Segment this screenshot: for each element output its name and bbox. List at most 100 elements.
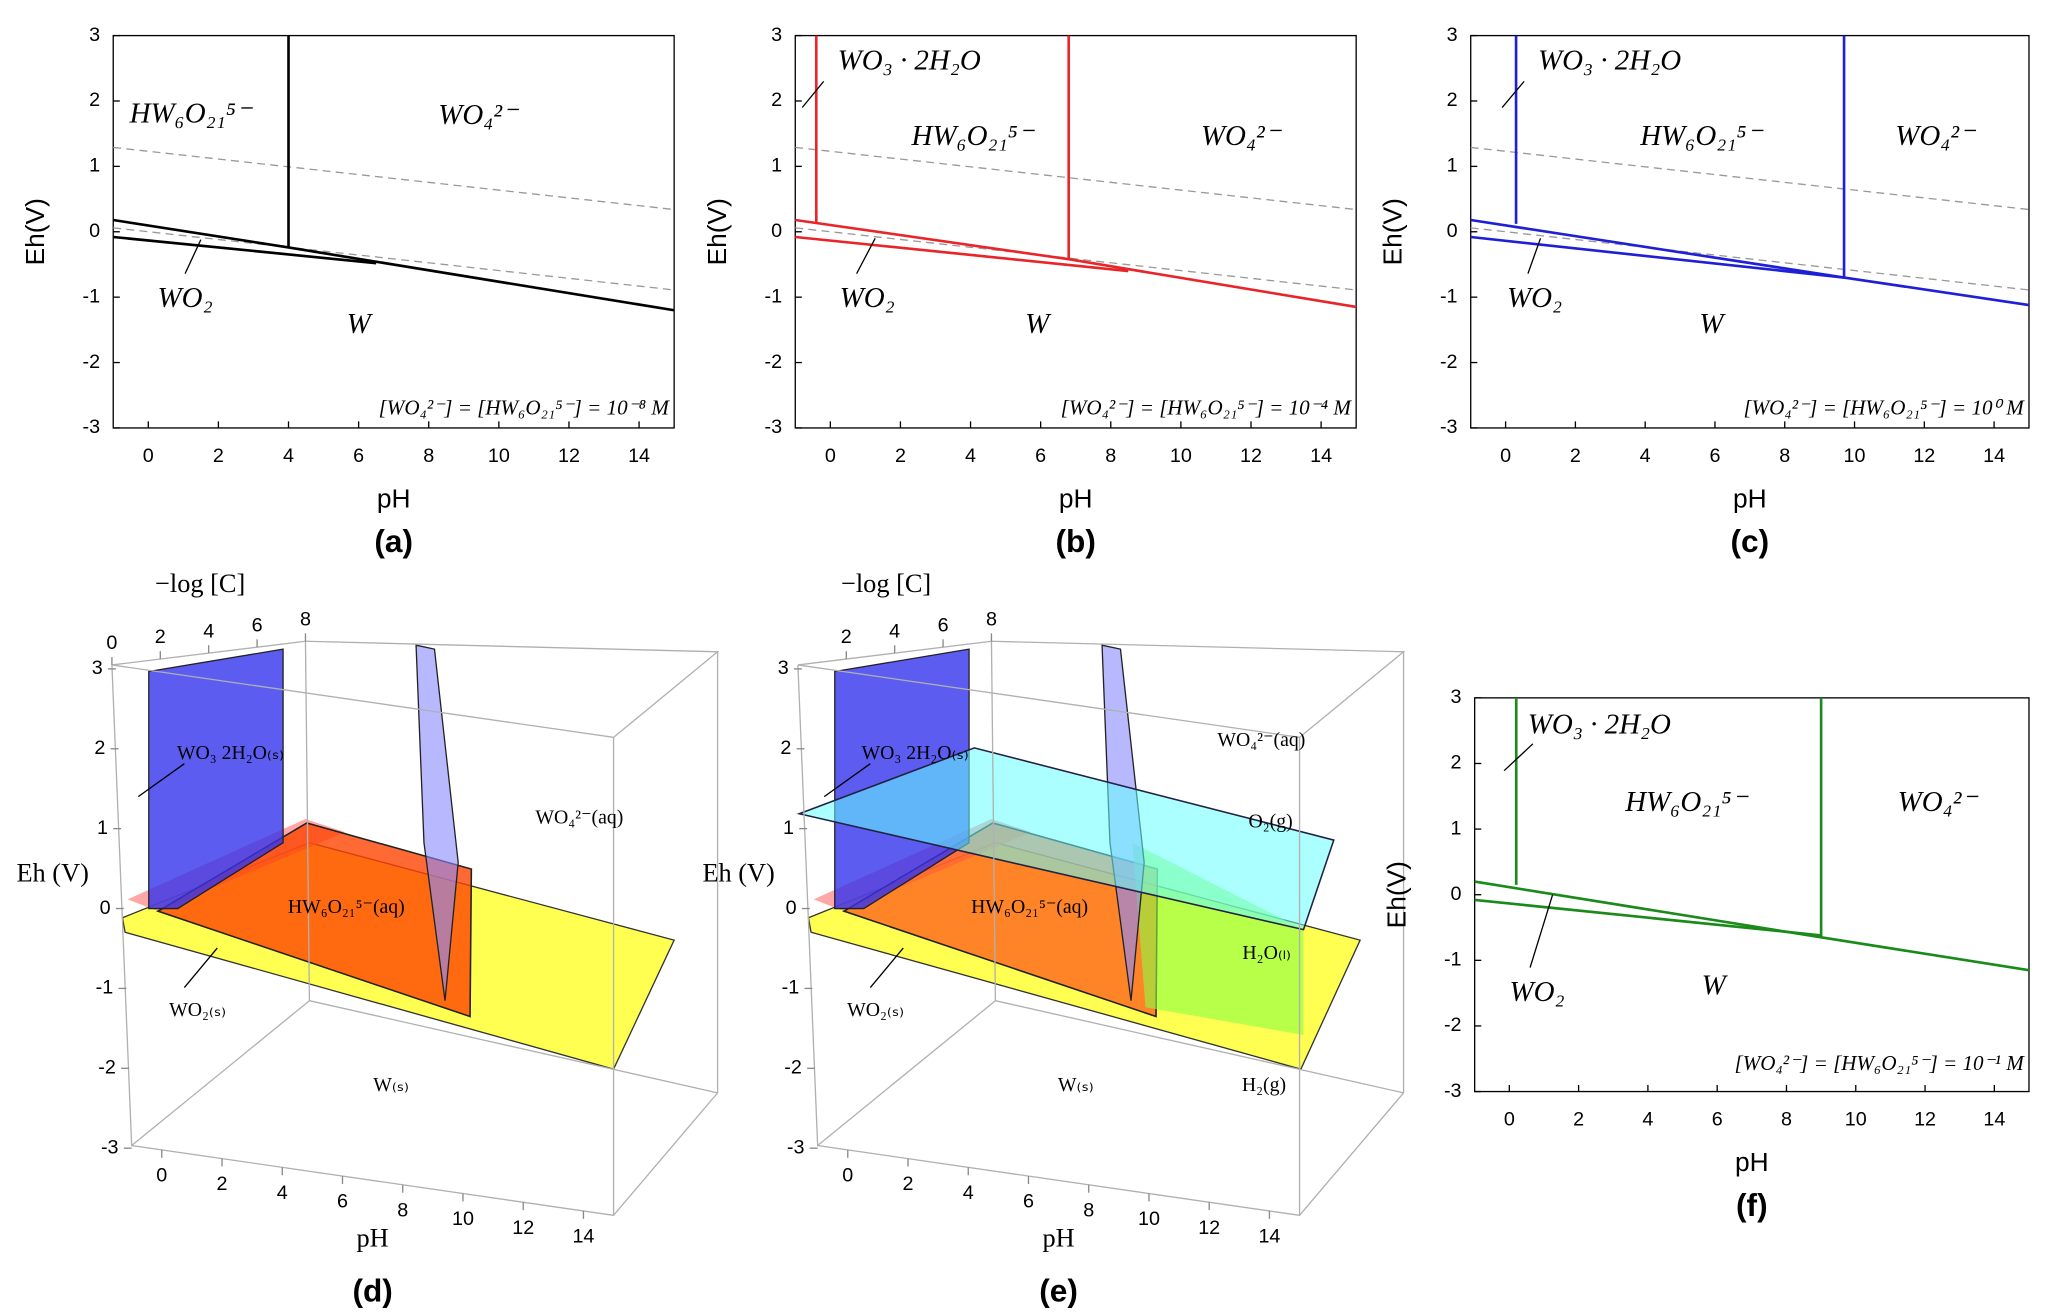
x-tick-label: 0 [1500,445,1511,467]
leader [183,947,218,988]
x-axis-label: pH [377,483,411,513]
panel-label: (e) [1039,1272,1078,1308]
c-axis-label: −log [C] [841,569,931,598]
x-tick-label: 4 [965,445,976,467]
x-tick-label: 4 [963,1182,974,1204]
leader [1529,894,1554,968]
concentration-note: [WO₄²⁻] = [HW₆O₂₁⁵⁻] = 10⁰ M [1743,395,2025,419]
x-axis-label: pH [357,1223,389,1252]
x-tick-label: 8 [1083,1199,1094,1221]
y-axis-label: Eh(V) [702,198,732,265]
region-label: WO₄²⁻ [1895,120,1977,152]
boundary-line [1470,235,1845,279]
x-tick-label: 14 [628,445,650,467]
x-tick-label: 8 [397,1199,408,1221]
region-label: WO₃ · 2H₂O [838,45,981,77]
x-axis-label: pH [1059,483,1093,513]
y-tick-label: 3 [1451,686,1462,708]
region-label: WO₄²⁻ [438,99,520,131]
water-line [795,227,1357,291]
plane-wo3 [148,648,284,910]
species-label: HW₆O₂₁⁵⁻(aq) [971,896,1088,918]
panel-label: (c) [1731,523,1770,559]
x-tick-label: 12 [1240,445,1262,467]
panel-3d [796,640,1406,1217]
box-edge [309,1000,718,1094]
c-tick-label: 4 [889,620,900,642]
region-label: WO₂ [1509,976,1564,1008]
species-label: WO₄²⁻(aq) [1217,729,1305,751]
species-label: HW₆O₂₁⁵⁻(aq) [288,896,405,918]
boundary-line [113,235,377,265]
panel-label: (b) [1056,523,1096,559]
c-tick-label: 8 [986,608,997,630]
x-tick-label: 2 [903,1173,914,1195]
region-label: WO₃ · 2H₂O [1538,45,1681,77]
y-tick-label: 0 [771,220,782,242]
water-line [1470,146,2030,211]
concentration-note: [WO₄²⁻] = [HW₆O₂₁⁵⁻] = 10⁻¹ M [1735,1051,2026,1075]
concentration-note: [WO₄²⁻] = [HW₆O₂₁⁵⁻] = 10⁻⁴ M [1061,395,1353,419]
species-label: W₍ₛ₎ [373,1074,409,1096]
leader [869,947,904,988]
z-axis-label: Eh (V) [16,859,88,888]
x-tick-label: 4 [1642,1109,1653,1131]
y-tick-label: 1 [89,155,100,177]
y-tick-label: 2 [1451,752,1462,774]
x-tick-label: 2 [895,445,906,467]
x-tick-label: 12 [1198,1217,1220,1239]
region-label: HW₆O₂₁⁵⁻ [1639,120,1764,152]
x-tick-label: 12 [1914,1109,1936,1131]
panel-label: (a) [374,523,413,559]
y-tick-label: 3 [771,24,782,46]
x-tick-label: 2 [1570,445,1581,467]
region-label: W [1702,970,1729,1002]
leader [137,763,185,798]
water-line [795,146,1357,211]
z-tick-label: 3 [778,657,789,679]
y-tick-label: -1 [1444,949,1462,971]
x-tick-label: 10 [1844,445,1866,467]
x-tick-label: 2 [213,445,224,467]
x-axis-label: pH [1043,1223,1075,1252]
y-tick-label: 1 [1447,155,1458,177]
water-line [113,227,675,291]
y-tick-label: 1 [771,155,782,177]
panel-label: (f) [1736,1187,1768,1223]
leader [184,239,202,274]
y-tick-label: -3 [1440,416,1458,438]
y-tick-label: -1 [765,285,783,307]
x-tick-label: 4 [277,1182,288,1204]
z-axis-label: Eh (V) [702,859,774,888]
x-tick-label: 6 [1035,445,1046,467]
x-tick-label: 4 [283,445,294,467]
x-tick-label: 6 [1709,445,1720,467]
z-tick-label: -1 [782,977,800,999]
boundary-line [1474,880,2030,972]
region-label: HW₆O₂₁⁵⁻ [129,98,254,130]
box-edge [131,641,311,1147]
leader [856,238,876,274]
z-tick-label: -2 [784,1057,802,1079]
x-tick-label: 12 [558,445,580,467]
c-tick-label: 2 [841,626,852,648]
x-axis-label: pH [1733,483,1767,513]
leader [823,763,871,798]
panel-label: (d) [352,1272,392,1308]
z-tick-label: 3 [92,657,103,679]
x-tick-label: 10 [452,1208,474,1230]
leader [1527,238,1542,274]
c-tick-label: 8 [300,608,311,630]
concentration-note: [WO₄²⁻] = [HW₆O₂₁⁵⁻] = 10⁻⁸ M [379,395,671,419]
z-tick-label: 0 [100,897,111,919]
c-tick-label: 0 [106,632,117,654]
x-tick-label: 8 [423,445,434,467]
z-tick-label: 2 [780,737,791,759]
species-label: O₂(g) [1248,810,1292,832]
y-tick-label: 2 [1447,89,1458,111]
region-label: WO₄²⁻ [1898,786,1980,818]
box-edge [995,1000,1404,1094]
y-tick-label: -2 [1440,351,1458,373]
species-label: WO₃ 2H₂O₍ₛ₎ [177,742,284,764]
